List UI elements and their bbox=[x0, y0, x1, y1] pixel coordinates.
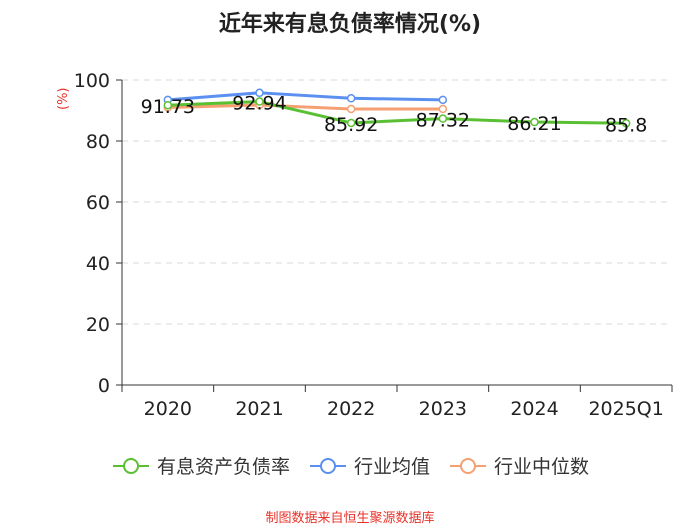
data-point bbox=[530, 117, 539, 127]
data-point bbox=[163, 100, 173, 110]
data-label: 86.21 bbox=[507, 113, 561, 135]
y-tick-label: 100 bbox=[74, 70, 110, 92]
data-point bbox=[255, 97, 264, 106]
x-tick-label: 2023 bbox=[419, 398, 467, 420]
legend-item[interactable]: 行业均值 bbox=[308, 452, 430, 479]
legend-label: 行业均值 bbox=[353, 456, 430, 478]
data-label: 85.92 bbox=[324, 114, 378, 136]
legend-item[interactable]: 有息资产负债率 bbox=[111, 452, 290, 479]
data-point bbox=[438, 114, 448, 123]
line-chart: 0 20 40 60 80 100 2020 2021 2022 2023 2024 2025Q1 9… bbox=[74, 70, 673, 420]
chart-title: 近年来有息负债率情况(%) bbox=[218, 12, 482, 37]
legend-marker-icon bbox=[450, 457, 486, 474]
data-point bbox=[621, 119, 631, 128]
axes: 0 20 40 60 80 100 2020 2021 2022 2023 2024 2025Q1 bbox=[74, 70, 673, 420]
legend-marker-icon bbox=[309, 457, 346, 474]
series-line-0 bbox=[167, 100, 627, 125]
legend-item[interactable]: 行业中位数 bbox=[448, 452, 589, 479]
data-label: 85.8 bbox=[605, 114, 647, 136]
x-tick-label: 2025Q1 bbox=[588, 398, 663, 420]
legend: 有息资产负债率 行业均值 行业中位数 bbox=[0, 452, 700, 479]
legend-label: 行业中位数 bbox=[494, 456, 590, 478]
x-tick-label: 2022 bbox=[327, 398, 375, 420]
y-tick-label: 60 bbox=[86, 192, 110, 214]
data-point bbox=[346, 104, 356, 114]
series-line-1 bbox=[167, 91, 443, 102]
grid-lines bbox=[122, 79, 672, 325]
y-tick-label: 80 bbox=[86, 131, 110, 153]
data-labels: 91.73 92.94 85.92 87.32 86.21 85.8 bbox=[141, 93, 648, 137]
y-tick-label: 40 bbox=[86, 253, 110, 275]
x-tick-label: 2024 bbox=[510, 398, 558, 420]
data-label: 91.73 bbox=[141, 96, 195, 118]
series-lines bbox=[163, 88, 631, 128]
data-label: 92.94 bbox=[232, 93, 286, 115]
data-point bbox=[346, 118, 356, 128]
y-tick-label: 20 bbox=[86, 314, 110, 336]
y-tick-label: 0 bbox=[98, 375, 110, 397]
data-point bbox=[346, 94, 356, 103]
x-tick-label: 2020 bbox=[144, 398, 192, 420]
data-label: 87.32 bbox=[416, 110, 470, 132]
source-note: 制图数据来自恒生聚源数据库 bbox=[265, 511, 435, 526]
x-tick-label: 2021 bbox=[235, 398, 283, 420]
series-line-2 bbox=[167, 103, 443, 111]
legend-marker-icon bbox=[112, 457, 149, 474]
data-point bbox=[255, 88, 264, 98]
data-point bbox=[438, 104, 448, 114]
legend-label: 有息资产负债率 bbox=[156, 456, 290, 478]
data-point bbox=[438, 95, 448, 105]
